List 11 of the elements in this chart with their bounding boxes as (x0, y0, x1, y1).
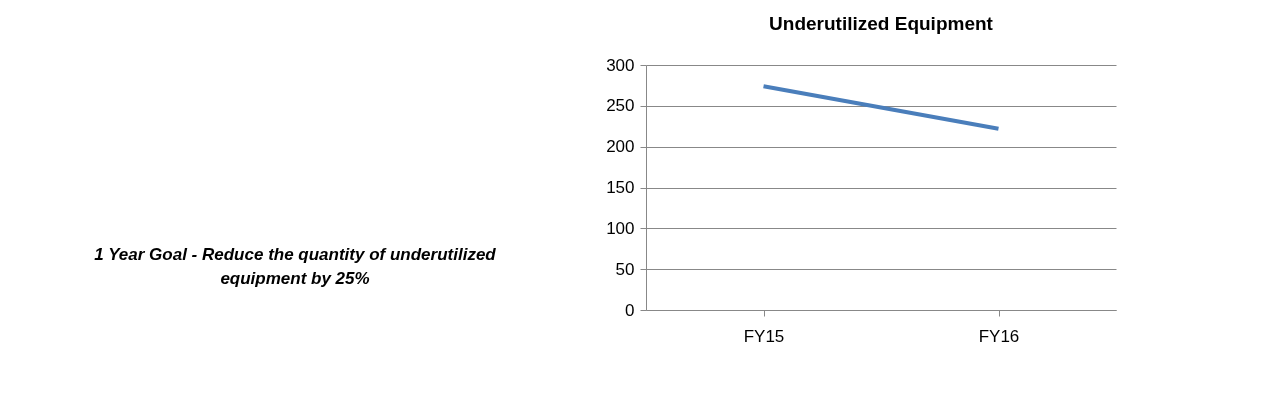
y-tick-label: 50 (615, 259, 635, 279)
y-tick-label: 100 (606, 218, 635, 238)
y-tick-label: 0 (625, 300, 635, 320)
y-tick-label: 150 (606, 178, 635, 197)
y-tick-label: 300 (606, 55, 635, 75)
y-tick-label: 200 (606, 137, 635, 157)
text: 1 Year Goal - Reduce the quantity of underutilized equipment by 25% (94, 245, 497, 288)
x-tick-label: FY15 (743, 326, 785, 346)
chart-title: Underutilized Equipment (769, 13, 994, 34)
y-tick-label: 250 (606, 96, 635, 116)
x-tick-label: FY16 (978, 326, 1020, 346)
